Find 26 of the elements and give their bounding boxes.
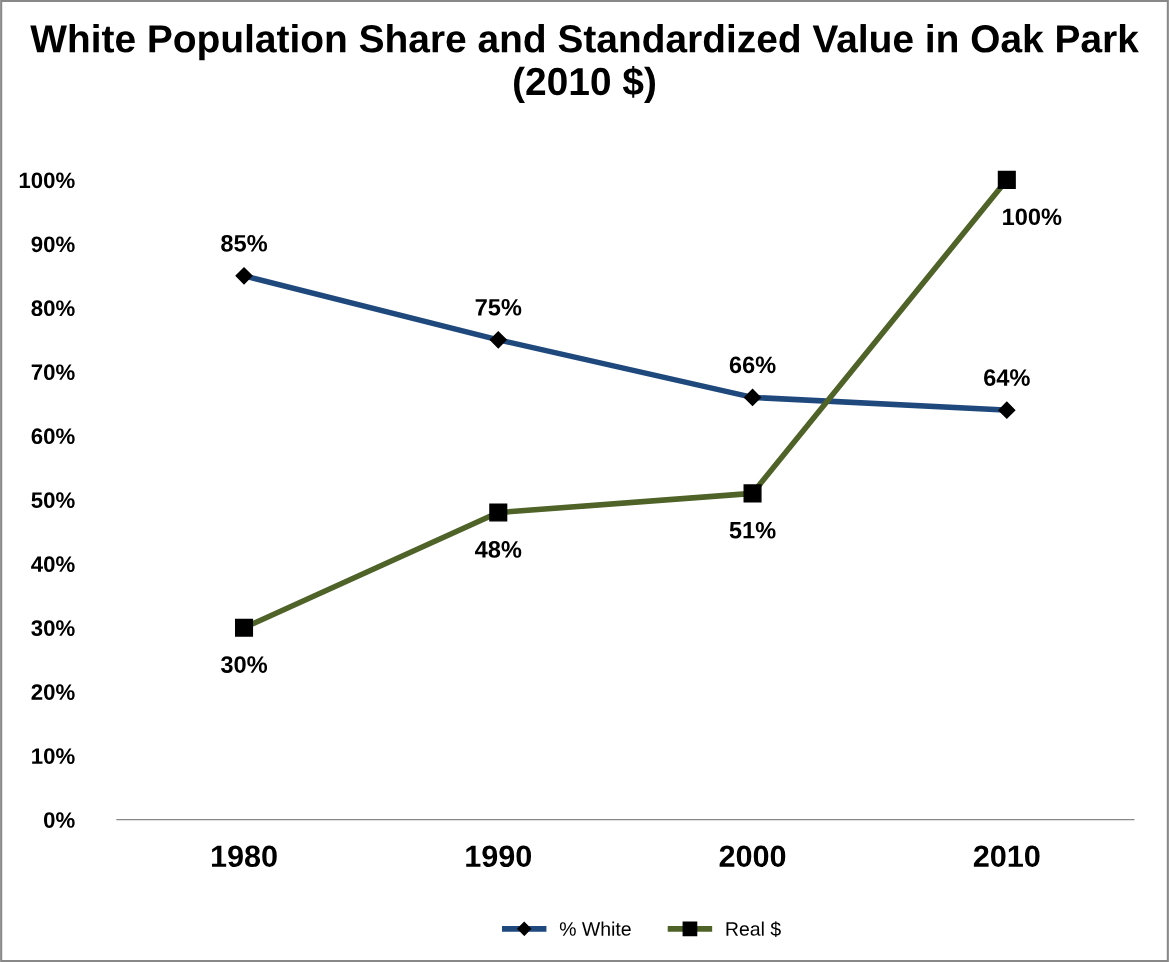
- y-tick-label: 30%: [31, 620, 75, 637]
- chart-title: White Population Share and Standardized Value in Oak Park (2010 $): [30, 24, 1139, 104]
- y-tick-label: 100%: [19, 172, 75, 189]
- data-label: 85%: [221, 234, 268, 252]
- y-tick-label: 80%: [31, 300, 75, 317]
- y-tick-label: 50%: [31, 492, 75, 509]
- x-tick-label: 2000: [719, 845, 786, 868]
- data-label: 48%: [475, 541, 522, 558]
- y-tick-label: 40%: [31, 556, 75, 572]
- data-label: 30%: [220, 656, 268, 673]
- data-label: 66%: [729, 356, 776, 374]
- y-tick-label: 0%: [43, 812, 75, 828]
- legend-label: Real $: [726, 921, 781, 937]
- data-label: 64%: [984, 369, 1030, 386]
- legend-label: % White: [559, 921, 631, 936]
- y-tick-label: 20%: [31, 684, 75, 700]
- data-label: 75%: [475, 298, 522, 316]
- x-tick-label: 2010: [973, 845, 1040, 868]
- y-tick-label: 10%: [32, 748, 75, 764]
- x-tick-label: 1990: [466, 845, 532, 868]
- y-tick-label: 60%: [31, 428, 75, 445]
- data-label: 51%: [729, 521, 776, 539]
- y-tick-label: 90%: [31, 236, 75, 253]
- data-label: 100%: [1003, 208, 1062, 226]
- y-tick-label: 70%: [31, 364, 75, 381]
- x-tick-label: 1980: [211, 845, 277, 868]
